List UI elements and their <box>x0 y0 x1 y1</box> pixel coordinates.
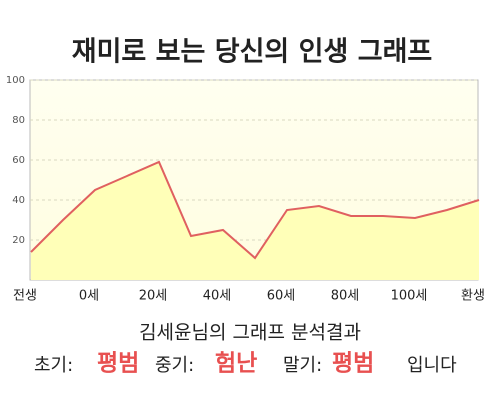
x-tick-label: 0세 <box>79 289 99 304</box>
result-label: 중기: <box>155 355 194 376</box>
x-tick-label: 20세 <box>139 289 168 304</box>
y-tick-label: 40 <box>12 195 25 206</box>
x-tick-label: 100세 <box>391 289 428 304</box>
result-suffix: 입니다 <box>407 355 457 376</box>
x-tick-label: 60세 <box>267 289 296 304</box>
x-tick-label: 환생 <box>461 289 485 304</box>
result-value: 평범 <box>332 351 374 377</box>
chart-title: 재미로 보는 당신의 인생 그래프 <box>72 37 433 68</box>
y-tick-label: 60 <box>12 155 25 166</box>
result-label: 초기: <box>34 355 73 376</box>
y-tick-label: 80 <box>12 115 25 126</box>
area <box>31 162 479 280</box>
x-tick-label: 80세 <box>331 289 360 304</box>
analysis-title: 김세윤님의 그래프 분석결과 <box>139 322 361 344</box>
x-tick-label: 전생 <box>13 289 37 304</box>
result-value: 평범 <box>97 351 139 377</box>
x-tick-label: 40세 <box>203 289 232 304</box>
result-label: 말기: <box>283 355 322 376</box>
result-value: 험난 <box>215 351 257 377</box>
y-tick-label: 20 <box>12 235 25 246</box>
y-tick-label: 100 <box>6 75 25 86</box>
line <box>30 160 480 260</box>
